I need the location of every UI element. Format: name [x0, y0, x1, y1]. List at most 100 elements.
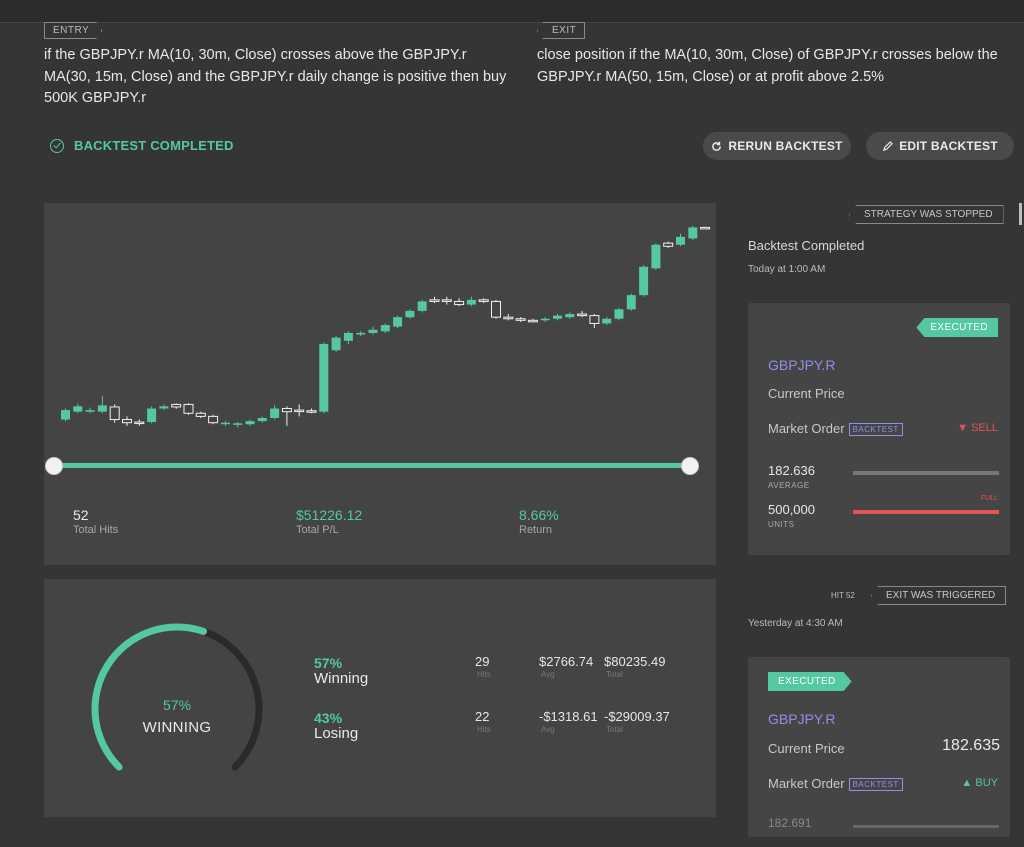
event-backtest-completed: Backtest Completed: [748, 238, 865, 253]
gauge-label: WINNING: [142, 719, 212, 736]
candle-body: [306, 410, 317, 413]
pencil-icon: [883, 140, 894, 151]
candle-body: [109, 406, 120, 421]
losing-pct: 43%: [314, 710, 343, 726]
winning-hits-label: Hits: [477, 670, 491, 679]
candle-body: [688, 227, 698, 239]
candle-body: [441, 299, 452, 302]
strategy-stopped-tag: STRATEGY WAS STOPPED: [849, 205, 1004, 224]
candle-body: [515, 318, 526, 321]
executed-badge: EXECUTED: [768, 672, 852, 691]
range-handle-right[interactable]: [681, 457, 699, 475]
candle-body: [233, 423, 243, 425]
candle-body: [220, 422, 230, 425]
backtest-status: BACKTEST COMPLETED: [50, 138, 234, 153]
losing-hits-label: Hits: [477, 725, 491, 734]
candle-body: [478, 299, 489, 302]
avg-price-value: 182.636: [768, 463, 815, 478]
candle-body: [651, 244, 661, 269]
candle-body: [294, 409, 305, 413]
winning-total: $80235.49: [604, 654, 666, 669]
candle-body: [97, 405, 107, 412]
range-handle-left[interactable]: [45, 457, 63, 475]
side-label: SELL: [971, 422, 998, 434]
avg-price-label: AVERAGE: [768, 481, 810, 490]
total-hits-value: 52: [73, 507, 89, 523]
candle-body: [577, 313, 588, 317]
hit-label: HIT 52: [831, 591, 855, 600]
losing-hits: 22: [475, 709, 490, 724]
candle-body: [639, 266, 649, 296]
timeline-marker: [1019, 203, 1022, 225]
candle-body: [503, 316, 514, 320]
candle-body: [85, 410, 95, 412]
candle-body: [700, 226, 711, 230]
candle-body: [393, 317, 403, 327]
total-hits-label: Total Hits: [73, 524, 119, 536]
triangle-up-icon: ▲: [961, 777, 973, 789]
execution-card-sell[interactable]: EXECUTED GBPJPY.R Current Price Market O…: [748, 303, 1010, 555]
current-price-label: Current Price: [768, 386, 845, 401]
candle-body: [553, 315, 562, 319]
losing-label: Losing: [314, 725, 359, 742]
candle-body: [565, 314, 575, 318]
card-symbol[interactable]: GBPJPY.R: [768, 357, 836, 373]
rerun-backtest-label: RERUN BACKTEST: [728, 139, 843, 153]
gauge-percent: 57%: [162, 697, 192, 713]
winning-gauge: [91, 623, 263, 771]
order-side-sell: ▼ SELL: [957, 422, 998, 434]
backtest-badge: BACKTEST: [848, 778, 903, 792]
candle-body: [257, 417, 267, 422]
rerun-backtest-button[interactable]: RERUN BACKTEST: [703, 132, 851, 160]
candle-body: [331, 337, 341, 351]
edit-backtest-label: EDIT BACKTEST: [899, 139, 998, 153]
losing-avg-label: Avg: [541, 725, 555, 734]
candle-body: [676, 236, 685, 245]
total-pl-value: $51226.12: [296, 507, 363, 523]
side-label: BUY: [975, 777, 998, 789]
winning-avg: $2766.74: [539, 654, 594, 669]
execution-card-buy[interactable]: EXECUTED GBPJPY.R Current Price 182.635 …: [748, 657, 1010, 837]
triangle-down-icon: ▼: [957, 422, 969, 434]
current-price-label: Current Price: [768, 741, 845, 756]
candle-body: [73, 406, 83, 412]
units-label: UNITS: [768, 520, 795, 529]
entry-rule-text: if the GBPJPY.r MA(10, 30m, Close) cross…: [44, 47, 507, 106]
avg-price-value: 182.691: [768, 816, 812, 830]
total-pl-label: Total P/L: [296, 524, 339, 536]
chart-panel: 52 Total Hits $51226.12 Total P/L 8.66% …: [44, 203, 716, 565]
candle-body: [602, 318, 612, 324]
candle-body: [159, 406, 169, 409]
executed-badge: EXECUTED: [916, 318, 998, 337]
backtest-badge: BACKTEST: [848, 423, 903, 437]
candle-body: [183, 403, 194, 414]
candle-body: [454, 300, 465, 306]
candle-body: [356, 332, 366, 335]
units-value: 500,000: [768, 502, 815, 517]
order-side-buy: ▲ BUY: [961, 777, 998, 789]
edit-backtest-button[interactable]: EDIT BACKTEST: [866, 132, 1014, 160]
candle-body: [380, 325, 390, 332]
card-symbol[interactable]: GBPJPY.R: [768, 711, 836, 727]
candle-body: [589, 315, 600, 324]
candle-body: [281, 408, 292, 413]
market-order-label: Market Order: [768, 421, 845, 436]
units-bar-tag: FULL: [980, 495, 998, 502]
avg-bar: [853, 471, 999, 475]
backtest-status-label: BACKTEST COMPLETED: [74, 138, 234, 153]
candle-body: [417, 301, 427, 311]
candle-body: [614, 309, 624, 319]
units-bar: [853, 510, 999, 514]
losing-total-label: Total: [606, 725, 623, 734]
exit-triggered-tag: EXIT WAS TRIGGERED: [871, 586, 1007, 605]
exit-rule-text: close position if the MA(10, 30m, Close)…: [537, 47, 998, 85]
range-track[interactable]: [54, 463, 690, 468]
market-order-label: Market Order: [768, 776, 845, 791]
candle-body: [663, 242, 674, 247]
candle-body: [195, 412, 206, 417]
return-value: 8.66%: [519, 507, 559, 523]
candle-body: [540, 318, 550, 321]
top-bar: [0, 0, 1024, 23]
candle-body: [147, 408, 157, 423]
candle-body: [368, 329, 378, 333]
